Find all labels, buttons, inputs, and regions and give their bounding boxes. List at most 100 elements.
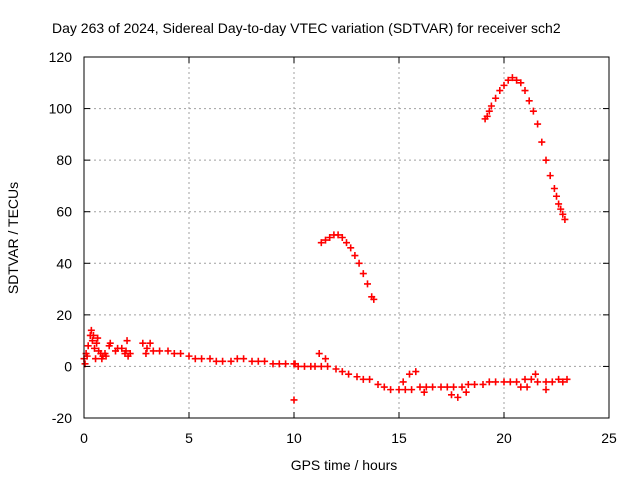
- data-point: [380, 383, 388, 391]
- data-point: [555, 200, 563, 208]
- data-point: [496, 87, 504, 95]
- data-point: [500, 378, 508, 386]
- data-point: [559, 378, 567, 386]
- data-point: [92, 355, 100, 363]
- data-point: [485, 378, 493, 386]
- data-point: [98, 355, 106, 363]
- data-point: [347, 244, 355, 252]
- data-point: [156, 347, 164, 355]
- data-point: [366, 375, 374, 383]
- data-point: [401, 386, 409, 394]
- plot-frame: [83, 56, 610, 419]
- data-point: [106, 339, 114, 347]
- data-point: [504, 76, 512, 84]
- data-point: [351, 252, 359, 260]
- data-point: [359, 270, 367, 278]
- data-point: [353, 373, 361, 381]
- data-point: [479, 380, 487, 388]
- data-point: [492, 378, 500, 386]
- series-arc-11-14h: [317, 231, 378, 303]
- data-point: [517, 383, 525, 391]
- data-point: [561, 215, 569, 223]
- data-point: [326, 234, 334, 241]
- data-point: [534, 120, 542, 128]
- data-point: [548, 378, 556, 386]
- y-tick-label: 120: [49, 49, 73, 65]
- data-point: [542, 386, 550, 394]
- data-point: [198, 355, 206, 363]
- data-point: [370, 295, 378, 303]
- data-point: [177, 350, 185, 358]
- data-point: [102, 352, 110, 360]
- data-point: [261, 357, 269, 365]
- data-point: [492, 94, 500, 102]
- data-point: [454, 393, 462, 401]
- data-point: [429, 383, 437, 391]
- x-tick-label: 20: [496, 430, 512, 446]
- chart-title: Day 263 of 2024, Sidereal Day-to-day VTE…: [52, 20, 561, 36]
- data-point: [123, 337, 131, 345]
- data-point: [254, 357, 262, 365]
- data-point: [542, 156, 550, 164]
- data-point: [219, 357, 227, 365]
- data-point: [408, 386, 416, 394]
- data-point: [332, 365, 340, 373]
- data-point: [487, 102, 495, 110]
- data-point: [500, 81, 508, 89]
- data-point: [513, 76, 521, 84]
- data-point: [387, 386, 395, 394]
- data-point: [506, 378, 514, 386]
- x-tick-label: 5: [185, 430, 193, 446]
- data-points: [80, 74, 571, 404]
- y-tick-label: 60: [56, 204, 72, 220]
- data-point: [450, 383, 458, 391]
- data-point: [301, 362, 308, 370]
- axis-ticks: 0 5 10 15 20 25 -20 0 20 40 60 80 100 120: [49, 49, 617, 446]
- data-point: [338, 234, 346, 241]
- x-tick-label: 15: [391, 430, 407, 446]
- data-point: [525, 97, 533, 105]
- data-point: [282, 360, 290, 368]
- x-axis-label: GPS time / hours: [291, 457, 398, 473]
- data-point: [550, 185, 558, 193]
- y-tick-label: 0: [64, 358, 72, 374]
- data-point: [334, 231, 342, 239]
- data-point: [437, 383, 445, 391]
- data-point: [170, 350, 178, 358]
- data-point: [345, 370, 353, 378]
- data-point: [324, 362, 332, 370]
- data-point: [89, 331, 97, 339]
- data-point: [248, 357, 256, 365]
- data-point: [206, 355, 214, 363]
- data-point: [399, 378, 407, 386]
- data-point: [538, 138, 546, 146]
- data-point: [513, 378, 521, 386]
- data-point: [139, 339, 147, 347]
- data-point: [420, 388, 428, 396]
- data-point: [529, 107, 537, 115]
- data-point: [527, 375, 535, 383]
- data-point: [557, 205, 565, 213]
- data-point: [191, 355, 199, 363]
- data-point: [508, 74, 516, 82]
- data-point: [412, 368, 420, 376]
- data-point: [269, 360, 277, 368]
- data-point: [124, 352, 132, 360]
- data-point: [443, 383, 451, 391]
- data-point: [290, 396, 298, 404]
- data-point: [517, 79, 525, 87]
- data-point: [532, 370, 539, 378]
- data-point: [462, 388, 470, 396]
- data-point: [374, 380, 382, 388]
- data-point: [521, 87, 529, 95]
- data-point: [406, 370, 413, 378]
- data-point: [87, 326, 95, 334]
- data-point: [185, 352, 193, 360]
- series-scattered-outliers: [81, 326, 567, 404]
- data-point: [546, 172, 554, 180]
- data-point: [355, 259, 363, 267]
- data-point: [338, 368, 346, 376]
- y-tick-label: 80: [56, 152, 72, 168]
